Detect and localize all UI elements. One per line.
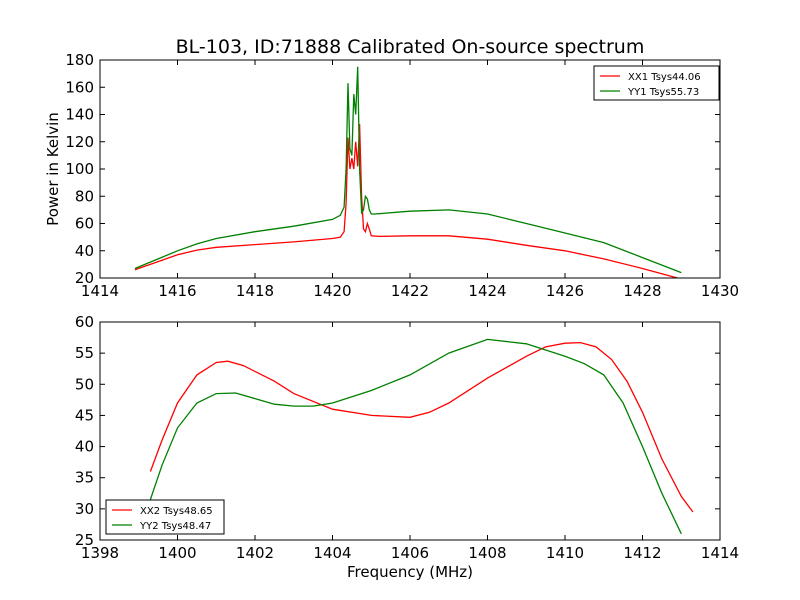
y-tick-label: 140	[65, 106, 94, 124]
y-tick-label: 160	[65, 78, 94, 96]
x-tick-label: 1404	[313, 544, 351, 562]
y-tick-label: 45	[75, 406, 94, 424]
y-tick-label: 80	[75, 187, 94, 205]
y-tick-label: 120	[65, 133, 94, 151]
series-line-2	[149, 338, 682, 535]
y-axis-label: Power in Kelvin	[44, 112, 62, 226]
y-tick-label: 100	[65, 160, 94, 178]
top-panel: 1414 1416 1418 1420 1422 1424 1426 1428 1430 20 40…	[44, 51, 739, 300]
bottom-panel: 1398 1400 1402 1404 1406 1408 1410 1412 1414 25 30…	[75, 313, 739, 581]
legend-box	[593, 65, 720, 101]
series-line-1	[149, 341, 694, 513]
figure-title: BL-103, ID:71888 Calibrated On-source sp…	[176, 36, 645, 58]
y-tick-label: 40	[75, 438, 94, 456]
x-tick-label: 1414	[701, 544, 739, 562]
x-tick-label: 1398	[81, 544, 119, 562]
y-tick-label: 20	[75, 269, 94, 287]
x-tick-label: 1410	[546, 544, 584, 562]
series-line-1	[134, 123, 678, 278]
x-tick-label: 1412	[623, 544, 661, 562]
x-tick-label: 1422	[391, 282, 429, 300]
x-tick-label: 1428	[623, 282, 661, 300]
y-tick-label: 25	[75, 531, 94, 549]
x-tick-label: 1416	[158, 282, 196, 300]
y-tick-label: 60	[75, 215, 94, 233]
x-tick-label: 1418	[236, 282, 274, 300]
x-tick-label: 1408	[468, 544, 506, 562]
y-tick-label: 35	[75, 469, 94, 487]
x-tick-label: 1406	[391, 544, 429, 562]
x-tick-label: 1400	[158, 544, 196, 562]
y-tick-label: 180	[65, 51, 94, 69]
legend: XX1 Tsys44.06 YY1 Tsys55.73	[593, 65, 720, 101]
x-axis-label: Frequency (MHz)	[347, 563, 473, 581]
x-tick-label: 1420	[313, 282, 351, 300]
y-tick-label: 40	[75, 242, 94, 260]
x-tick-label: 1426	[546, 282, 584, 300]
x-tick-label: 1430	[701, 282, 739, 300]
legend-entry: YY1 Tsys55.73	[627, 87, 699, 98]
legend: XX2 Tsys48.65 YY2 Tsys48.47	[105, 499, 225, 535]
y-tick-label: 50	[75, 375, 94, 393]
x-tick-label: 1424	[468, 282, 506, 300]
legend-box	[105, 499, 225, 535]
legend-entry: XX2 Tsys48.65	[140, 506, 213, 517]
y-tick-label: 30	[75, 500, 94, 518]
x-tick-label: 1402	[236, 544, 274, 562]
series-line-2	[134, 66, 682, 274]
y-tick-label: 60	[75, 313, 94, 331]
legend-entry: YY2 Tsys48.47	[139, 521, 211, 532]
legend-entry: XX1 Tsys44.06	[628, 72, 701, 83]
y-tick-label: 55	[75, 344, 94, 362]
x-tick-label: 1414	[81, 282, 119, 300]
